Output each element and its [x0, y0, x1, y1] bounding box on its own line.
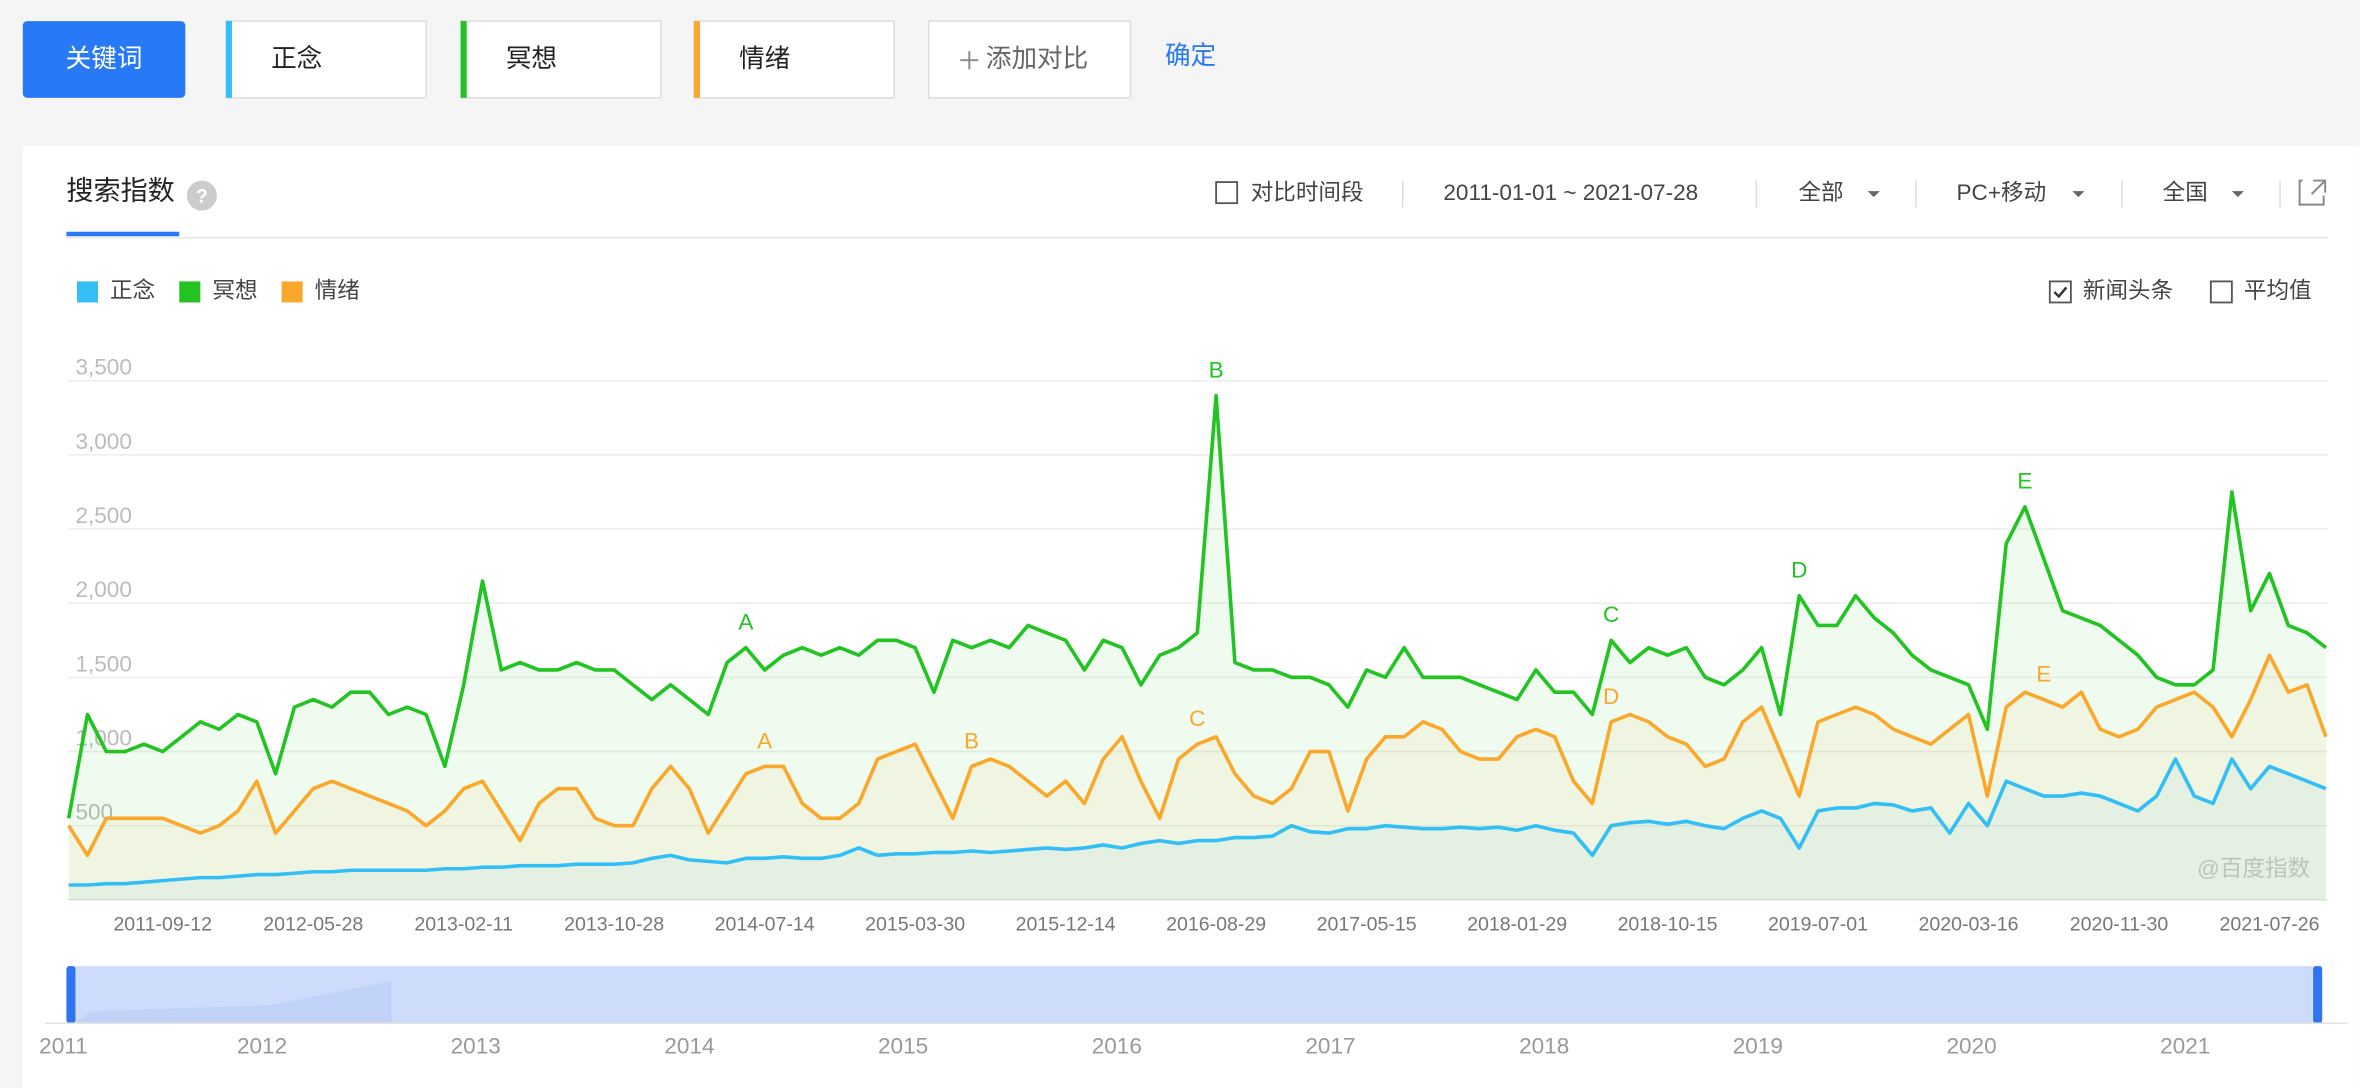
navigator-labels: 2011 2012 2013 2014 2015 2016 2017 2018 2019 2020… — [39, 1033, 2210, 1058]
series-area — [68, 655, 2326, 900]
navigator-label: 2021 — [2160, 1033, 2210, 1058]
navigator-preview — [75, 981, 392, 1024]
watermark: @百度指数 — [2197, 856, 2310, 881]
filter[interactable]: PC+移动 — [1956, 180, 2046, 205]
chart: 3,5003,0002,5002,0001,5001,0005002011-09… — [66, 278, 2329, 936]
navigator-label: 2014 — [664, 1033, 714, 1058]
keyword-text: 情绪 — [739, 44, 790, 73]
navigator-label: 2017 — [1305, 1033, 1355, 1058]
keyword-box[interactable] — [225, 20, 427, 99]
legend-swatch — [76, 281, 99, 303]
navigator-handle-right[interactable] — [2313, 966, 2323, 1024]
x-tick-label: 2019-07-01 — [1768, 914, 1868, 936]
tab[interactable]: 搜索指数 — [66, 175, 174, 206]
caret — [1867, 191, 1880, 198]
panel — [22, 145, 2360, 1088]
x-tick-label: 2014-07-14 — [715, 914, 815, 936]
x-tick-label: 2011-09-12 — [113, 914, 212, 936]
navigator-label: 2011 — [39, 1033, 88, 1058]
navigator-label: 2019 — [1733, 1033, 1783, 1058]
annotation: B — [964, 728, 979, 753]
x-tick-label: 2021-07-26 — [2220, 914, 2320, 936]
annotation: A — [757, 728, 772, 753]
annotation: A — [738, 610, 753, 635]
x-tick-label: 2012-05-28 — [263, 914, 363, 936]
keyword-stripe — [460, 21, 467, 98]
keyword-stripe — [225, 21, 232, 98]
compare-checkbox[interactable] — [1215, 181, 1239, 205]
x-tick-label: 2020-03-16 — [1919, 914, 2019, 936]
navigator-range[interactable] — [67, 966, 2323, 1024]
help-icon-text: ? — [196, 185, 208, 207]
legend-label: 冥想 — [212, 278, 257, 303]
annotation: C — [1603, 602, 1619, 627]
separators — [1401, 180, 2281, 208]
y-tick-label: 2,000 — [75, 577, 131, 602]
legend-label: 正念 — [110, 278, 155, 303]
filter[interactable]: 全部 — [1798, 180, 1843, 205]
annotation: E — [2036, 662, 2051, 687]
navigator-label: 2016 — [1092, 1033, 1142, 1058]
date-range[interactable]: 2011-01-01 ~ 2021-07-28 — [1443, 180, 1698, 205]
option-label: 新闻头条 — [2083, 278, 2173, 303]
y-tick-label: 2,500 — [75, 503, 131, 528]
y-tick-label: 1,500 — [75, 651, 131, 676]
add-button-label: 添加对比 — [986, 44, 1088, 73]
keyword-text: 正念 — [271, 44, 322, 73]
series-line — [68, 757, 2327, 887]
annotation: D — [1791, 558, 1807, 583]
navigator-label: 2012 — [237, 1033, 287, 1058]
x-tick-label: 2015-12-14 — [1016, 914, 1116, 936]
keyword-stripe — [693, 21, 700, 98]
x-tick-label: 2017-05-15 — [1317, 914, 1417, 936]
keyword-button[interactable] — [22, 21, 186, 98]
legend-swatch — [179, 281, 201, 303]
y-tick-label: 3,500 — [75, 355, 131, 380]
option-checkbox[interactable] — [2048, 280, 2072, 304]
keyword-boxes: 正念 冥想 情绪 — [225, 20, 895, 99]
navigator-label: 2013 — [451, 1033, 501, 1058]
caret — [2231, 191, 2244, 198]
x-tick-label: 2020-11-30 — [2070, 914, 2169, 936]
keyword-button-label: 关键词 — [66, 44, 143, 73]
help-icon[interactable] — [186, 180, 217, 211]
option-checkbox[interactable] — [2209, 280, 2233, 304]
check-mark — [2053, 286, 2068, 299]
x-tick-label: 2013-02-11 — [414, 914, 513, 936]
caret — [2072, 191, 2085, 198]
series-area — [68, 395, 2326, 900]
annotation: C — [1189, 706, 1205, 731]
plus-icon — [960, 51, 979, 70]
legend-swatch — [281, 281, 303, 303]
compare-label: 对比时间段 — [1251, 180, 1364, 205]
navigator-label: 2015 — [878, 1033, 928, 1058]
keyword-box[interactable] — [459, 20, 662, 99]
option-label: 平均值 — [2244, 278, 2312, 303]
keyword-text: 冥想 — [506, 44, 557, 73]
x-tick-label: 2018-01-29 — [1467, 914, 1567, 936]
export-icon[interactable] — [2298, 179, 2327, 206]
keyword-box[interactable] — [693, 20, 895, 99]
tab-underline — [66, 231, 180, 237]
navigator-label: 2020 — [1946, 1033, 1996, 1058]
y-tick-label: 3,000 — [75, 429, 131, 454]
x-tick-label: 2018-10-15 — [1618, 914, 1718, 936]
annotation: D — [1603, 684, 1619, 709]
annotation: B — [1209, 357, 1224, 382]
legend-label: 情绪 — [315, 278, 360, 303]
x-tick-label: 2015-03-30 — [865, 914, 965, 936]
x-tick-label: 2016-08-29 — [1166, 914, 1266, 936]
series-line — [66, 393, 2328, 819]
x-tick-label: 2013-10-28 — [564, 914, 664, 936]
annotation: E — [2017, 469, 2032, 494]
series-line — [67, 653, 2328, 858]
navigator-handle-left[interactable] — [66, 966, 76, 1024]
filter[interactable]: 全国 — [2163, 180, 2208, 205]
navigator-label: 2018 — [1519, 1033, 1569, 1058]
confirm-link[interactable]: 确定 — [1165, 41, 1216, 70]
